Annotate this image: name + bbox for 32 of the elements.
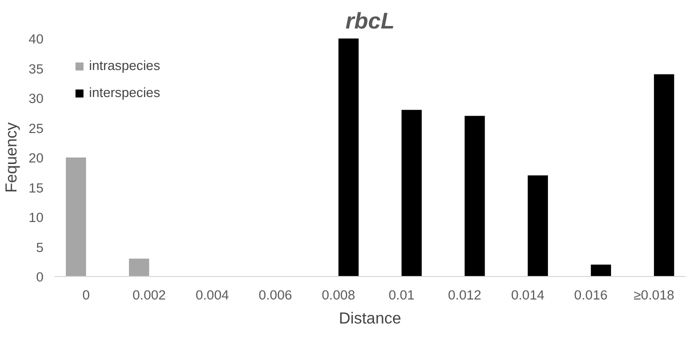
y-tick-label: 20 (28, 150, 44, 166)
y-tick-label: 25 (28, 120, 44, 136)
x-tick-label: 0.016 (574, 288, 608, 302)
y-tick-label: 0 (36, 270, 44, 284)
legend-label: interspecies (89, 85, 160, 100)
y-tick-label: 40 (28, 32, 44, 46)
x-tick-label: 0.006 (258, 288, 292, 302)
legend-label: intraspecies (89, 58, 160, 73)
bar (464, 116, 485, 276)
x-tick-label: 0.004 (196, 288, 230, 302)
y-tick-label: 10 (28, 210, 44, 225)
y-tick-label: 5 (36, 240, 44, 255)
y-tick-label: 30 (28, 91, 44, 106)
bar (128, 258, 150, 276)
y-tick-label: 35 (28, 61, 44, 76)
x-tick-label: 0 (82, 288, 90, 302)
x-tick-label: 0.014 (511, 288, 546, 302)
x-tick-label: 0.012 (448, 288, 482, 302)
y-tick-label: 15 (28, 180, 44, 196)
bar (528, 175, 548, 276)
bar (338, 38, 359, 276)
bar (590, 264, 612, 276)
x-tick-label: ≥0.018 (634, 288, 674, 302)
x-tick-label: 0.008 (322, 288, 356, 302)
x-tick-label: 0.01 (388, 288, 415, 302)
bar (654, 74, 674, 276)
x-tick-label: 0.002 (132, 288, 166, 302)
x-axis-title: Distance (338, 310, 402, 328)
bar (66, 158, 86, 276)
bar (402, 110, 422, 276)
chart-title: rbcL (345, 8, 395, 34)
y-axis-title: Fequency (4, 122, 21, 193)
